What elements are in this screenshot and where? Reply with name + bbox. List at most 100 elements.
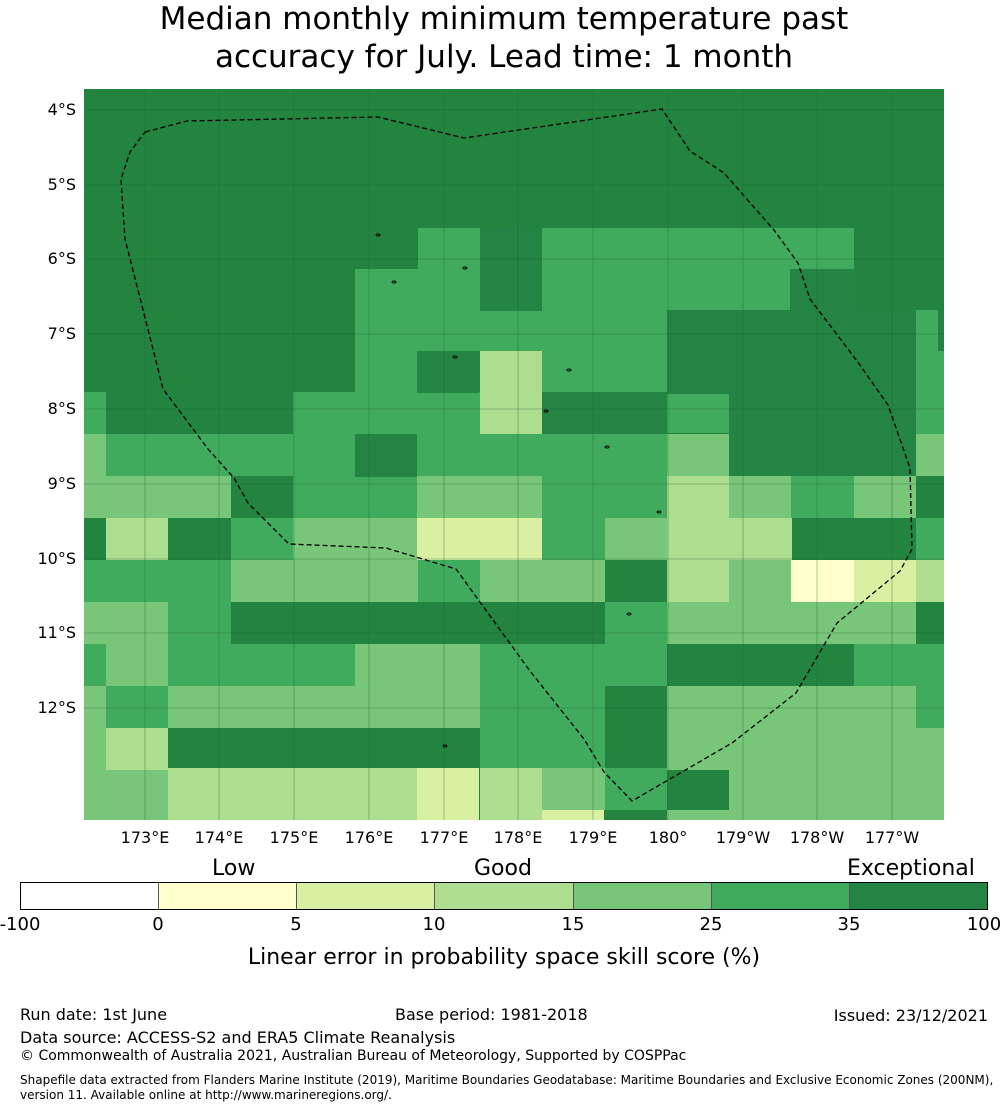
map-cell [854, 560, 916, 602]
map-cell [417, 476, 542, 518]
map-cell [667, 560, 729, 602]
colorbar-tick-0: 0 [152, 914, 164, 935]
lon-label-179e: 179°E [568, 828, 618, 847]
lat-label-5s: 5°S [47, 175, 76, 194]
lon-label-176e: 176°E [344, 828, 394, 847]
colorbar-segment-15-25 [573, 883, 712, 909]
map-cell [480, 768, 542, 820]
lon-label-174e: 174°E [194, 828, 244, 847]
colorbar-tick-25: 25 [699, 914, 723, 935]
lat-label-12s: 12°S [37, 698, 76, 717]
map-cell [168, 602, 231, 644]
map-cell [667, 518, 792, 560]
skill-score-map [84, 89, 944, 820]
island-outline [566, 368, 572, 372]
colorbar-word-exceptional: Exceptional [847, 856, 975, 881]
map-cell [84, 644, 106, 686]
map-cell [480, 351, 542, 434]
colorbar-segment-10-15 [435, 883, 574, 909]
map-cell [791, 560, 854, 602]
map-cell [667, 810, 729, 820]
map-cell [854, 644, 944, 686]
map-cell [605, 518, 667, 560]
map-title: Median monthly minimum temperature past … [0, 0, 1008, 76]
map-cell [355, 768, 417, 820]
issued-date: Issued: 23/12/2021 [833, 1006, 988, 1025]
lon-label-180: 180° [648, 828, 688, 847]
copyright: © Commonwealth of Australia 2021, Austra… [20, 1048, 687, 1064]
island-outline [543, 409, 549, 413]
colorbar-segment-0-5 [159, 883, 298, 909]
map-cell [729, 768, 916, 820]
data-source: Data source: ACCESS-S2 and ERA5 Climate … [20, 1028, 456, 1047]
map-cell [605, 768, 667, 810]
map-cell [231, 518, 294, 560]
map-cell [667, 434, 729, 476]
lon-label-173e: 173°E [120, 828, 170, 847]
map-cell [480, 644, 605, 686]
lat-label-7s: 7°S [47, 324, 76, 343]
map-cell [417, 351, 479, 393]
map-title-line-1: Median monthly minimum temperature past [159, 1, 849, 37]
lon-label-177w: 177°W [864, 828, 920, 847]
shapefile-note-line-1: Shapefile data extracted from Flanders M… [20, 1073, 994, 1087]
map-cell [605, 602, 667, 686]
map-cell [729, 476, 791, 518]
lon-label-175e: 175°E [269, 828, 319, 847]
map-cell [106, 434, 355, 476]
map-cell [916, 686, 944, 728]
island-outline [604, 445, 610, 449]
lon-label-178e: 178°E [493, 828, 543, 847]
lon-label-178w: 178°W [789, 828, 845, 847]
map-cell [417, 434, 667, 476]
map-cell [84, 602, 168, 644]
lat-label-9s: 9°S [47, 474, 76, 493]
map-cell [84, 560, 231, 602]
map-cell [791, 269, 854, 311]
map-cell [480, 728, 605, 770]
colorbar-segment-minus100-0 [21, 883, 160, 909]
map-cell [168, 644, 355, 686]
lon-label-179w: 179°W [715, 828, 771, 847]
map-cell [542, 518, 605, 560]
map-cell [729, 392, 916, 476]
map-cell [480, 686, 605, 728]
colorbar-tick-5: 5 [290, 914, 302, 935]
map-cell [916, 518, 944, 560]
map-cell [84, 476, 231, 518]
map-cell [355, 351, 417, 392]
colorbar-tick-minus100: -100 [0, 914, 41, 935]
map-cell [916, 434, 944, 476]
island-outline [656, 510, 662, 514]
base-period: Base period: 1981-2018 [395, 1005, 588, 1024]
map-cell [84, 434, 106, 476]
colorbar-tick-100: 100 [966, 914, 1002, 935]
island-outline [375, 233, 381, 237]
map-cell [84, 392, 106, 434]
map-cell [293, 518, 418, 560]
map-cell [542, 269, 790, 310]
map-cell [667, 728, 916, 770]
map-cell [542, 810, 604, 820]
map-cell [916, 351, 944, 435]
map-cell [293, 476, 418, 518]
map-cell [355, 269, 480, 310]
map-cell [168, 768, 355, 820]
map-cell [480, 228, 542, 311]
lat-label-11s: 11°S [37, 623, 76, 642]
island-outline [442, 744, 448, 748]
map-cell [667, 476, 729, 518]
map-cell [84, 686, 106, 728]
map-cell [916, 728, 944, 770]
map-cell [106, 644, 168, 686]
lat-label-4s: 4°S [47, 100, 76, 119]
colorbar-label: Linear error in probability space skill … [247, 945, 761, 970]
run-date: Run date: 1st June [20, 1005, 168, 1024]
island-outline [462, 266, 468, 270]
map-cell [417, 768, 479, 820]
lat-label-10s: 10°S [37, 549, 76, 568]
colorbar-tick-35: 35 [837, 914, 861, 935]
colorbar [20, 882, 988, 910]
map-cell [542, 392, 667, 434]
colorbar-segment-35-100 [849, 883, 987, 909]
